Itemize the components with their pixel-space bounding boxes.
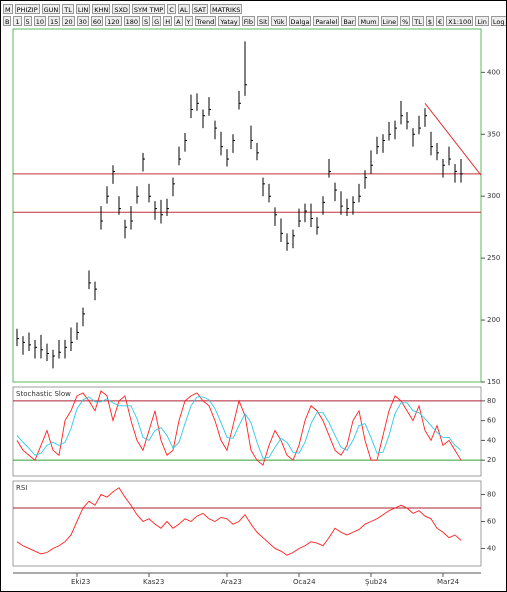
indicator-line (16, 390, 462, 466)
y-tick-label: 300 (487, 192, 500, 200)
panel-frame (12, 28, 482, 383)
toolbar-button[interactable]: Paralel (313, 16, 340, 26)
panel-frame (12, 386, 482, 477)
toolbar-button[interactable]: Mum (358, 16, 379, 26)
toolbar-button[interactable]: % (400, 16, 411, 26)
y-tick-label: 250 (487, 254, 500, 262)
toolbar-button[interactable]: 20 (62, 16, 75, 26)
toolbar-button[interactable]: 30 (76, 16, 89, 26)
toolbar-button[interactable]: Sit (256, 16, 270, 26)
toolbar-button[interactable]: LIN (75, 4, 91, 14)
toolbar-button[interactable]: TL (62, 4, 74, 14)
toolbar-button[interactable]: 120 (105, 16, 122, 26)
toolbar-button[interactable]: Log (490, 16, 506, 26)
toolbar-button[interactable]: G (152, 16, 162, 26)
toolbar-button[interactable]: Fib (241, 16, 255, 26)
indicator-line (16, 396, 462, 459)
y-tick-label: 400 (487, 68, 500, 76)
y-tick-label: 350 (487, 130, 500, 138)
y-tick-label: 150 (487, 378, 500, 386)
x-tick-label: Oca24 (293, 578, 316, 586)
y-tick-label: 40 (487, 544, 496, 552)
toolbar-button[interactable]: X1:100 (446, 16, 474, 26)
toolbar-button[interactable]: B (3, 16, 12, 26)
toolbar-button[interactable]: A (174, 16, 183, 26)
trend-line (424, 103, 482, 176)
toolbar-button[interactable]: Bar (341, 16, 357, 26)
toolbar-button[interactable]: 60 (90, 16, 104, 26)
x-tick-label: Ara23 (221, 578, 242, 586)
toolbar-button[interactable]: TL (412, 16, 424, 26)
y-tick-label: 60 (487, 517, 496, 525)
toolbar-button[interactable]: SAT (191, 4, 208, 14)
indicator-line (16, 487, 462, 556)
x-tick-label: Eki23 (71, 578, 90, 586)
toolbar-button[interactable]: M (3, 4, 13, 14)
toolbar-button[interactable]: 1 (13, 16, 22, 26)
panel-title: RSI (16, 484, 27, 492)
toolbar-button[interactable]: SXD (112, 4, 130, 14)
y-tick-label: 40 (487, 436, 496, 444)
y-tick-label: 20 (487, 456, 496, 464)
y-tick-label: 60 (487, 417, 496, 425)
toolbar-row: B 1 5 10 15 20 30 60 120 180 S G H A Y Trend Yatay Fib Sit… (3, 16, 506, 26)
toolbar-button[interactable]: KHN (92, 4, 111, 14)
toolbar-button[interactable]: GUN (41, 4, 61, 14)
toolbar-row: M PHIZIP GUN TL LIN KHN SXD SYM TMP C AL SAT MATRIK… (3, 4, 243, 14)
toolbar-button[interactable]: H (163, 16, 173, 26)
toolbar-button[interactable]: Trend (194, 16, 217, 26)
toolbar-button[interactable]: PHIZIP (14, 4, 40, 14)
x-tick-label: Mar24 (437, 578, 460, 586)
panel-frame (12, 480, 482, 567)
panel-title: Stochastic Slow (16, 390, 71, 398)
x-tick-label: Şub24 (365, 578, 388, 586)
toolbar-button[interactable]: Yatay (218, 16, 240, 26)
toolbar-button[interactable]: 5 (23, 16, 32, 26)
y-tick-label: 80 (487, 490, 496, 498)
toolbar-button[interactable]: $ (425, 16, 434, 26)
y-tick-label: 200 (487, 316, 500, 324)
toolbar-button[interactable]: 10 (33, 16, 47, 26)
toolbar-button[interactable]: C (167, 4, 176, 14)
toolbar-button[interactable]: Y (184, 16, 193, 26)
toolbar-button[interactable]: MATRIKS (209, 4, 243, 14)
toolbar-button[interactable]: Yük (271, 16, 287, 26)
toolbar-button[interactable]: Lin (475, 16, 489, 26)
toolbar-button[interactable]: S (142, 16, 151, 26)
toolbar-button[interactable]: SYM TMP (131, 4, 166, 14)
toolbar-button[interactable]: 15 (48, 16, 61, 26)
y-tick-label: 80 (487, 397, 496, 405)
x-tick-label: Kas23 (143, 578, 164, 586)
toolbar-button[interactable]: AL (177, 4, 190, 14)
toolbar-button[interactable]: € (436, 16, 445, 26)
toolbar-button[interactable]: Line (380, 16, 399, 26)
toolbar-button[interactable]: Dalga (288, 16, 312, 26)
toolbar-button[interactable]: 180 (123, 16, 140, 26)
